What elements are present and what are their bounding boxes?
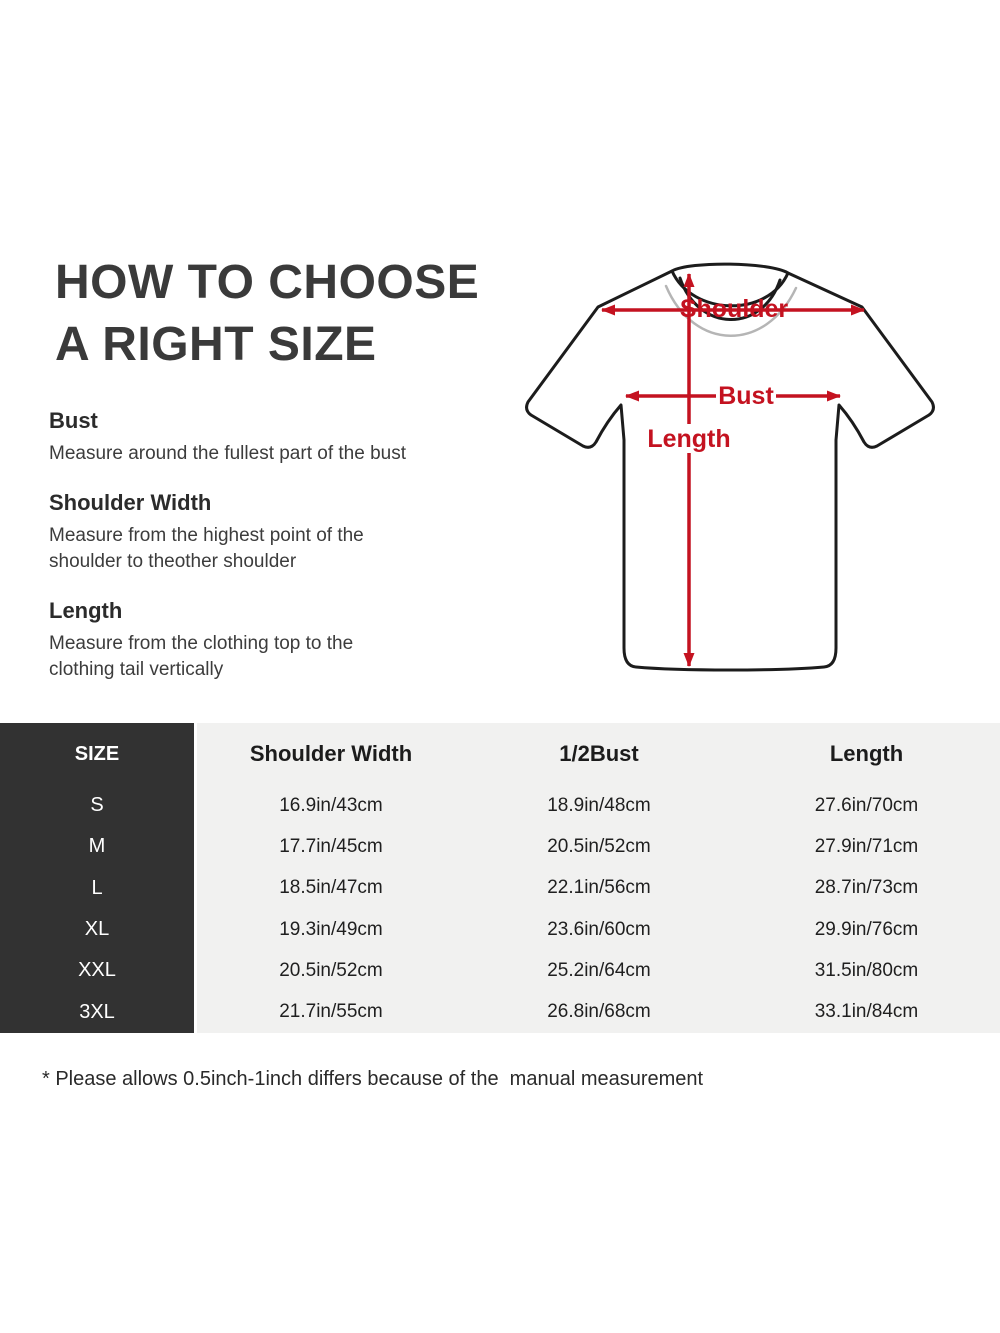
- table-header-half-bust: 1/2Bust: [465, 723, 733, 785]
- table-cell-l-length: 28.7in/73cm: [733, 867, 1000, 909]
- table-cell-s-length: 27.6in/70cm: [733, 785, 1000, 827]
- shoulder-description-line2: shoulder to theother shoulder: [49, 551, 297, 572]
- instructions-block: Bust Measure around the fullest part of …: [49, 408, 489, 706]
- table-cell-xxl-bust: 25.2in/64cm: [465, 950, 733, 992]
- table-header-length: Length: [733, 723, 1000, 785]
- bust-label: Bust: [718, 382, 774, 410]
- shoulder-heading: Shoulder Width: [49, 490, 212, 515]
- table-cell-l-shoulder: 18.5in/47cm: [197, 867, 465, 909]
- footnote: * Please allows 0.5inch-1inch differs be…: [42, 1068, 704, 1090]
- size-label-l: L: [0, 867, 197, 909]
- table-cell-m-bust: 20.5in/52cm: [465, 826, 733, 868]
- size-table: SIZE Shoulder Width 1/2Bust Length S 16.…: [0, 723, 1000, 1033]
- table-cell-3xl-shoulder: 21.7in/55cm: [197, 991, 465, 1033]
- length-heading: Length: [49, 598, 123, 623]
- table-cell-xl-shoulder: 19.3in/49cm: [197, 908, 465, 951]
- length-description-line2: clothing tail vertically: [49, 659, 224, 680]
- size-label-3xl: 3XL: [0, 991, 197, 1033]
- page-title-line2: A RIGHT SIZE: [55, 318, 377, 371]
- length-label: Length: [647, 425, 730, 453]
- length-description-line1: Measure from the clothing top to the: [49, 633, 354, 654]
- size-label-m: M: [0, 826, 197, 868]
- table-cell-s-bust: 18.9in/48cm: [465, 785, 733, 827]
- shoulder-label: Shoulder: [680, 295, 789, 323]
- size-label-xxl: XXL: [0, 950, 197, 992]
- tshirt-diagram: Shoulder Bust Length: [525, 262, 935, 672]
- table-cell-l-bust: 22.1in/56cm: [465, 867, 733, 909]
- instruction-section-bust: Bust Measure around the fullest part of …: [49, 408, 489, 467]
- table-cell-xxl-shoulder: 20.5in/52cm: [197, 950, 465, 992]
- table-cell-m-length: 27.9in/71cm: [733, 826, 1000, 868]
- table-cell-3xl-length: 33.1in/84cm: [733, 991, 1000, 1033]
- shoulder-description-line1: Measure from the highest point of the: [49, 525, 364, 546]
- table-cell-xl-length: 29.9in/76cm: [733, 908, 1000, 951]
- bust-description: Measure around the fullest part of the b…: [49, 443, 406, 464]
- table-cell-s-shoulder: 16.9in/43cm: [197, 785, 465, 827]
- bust-heading: Bust: [49, 408, 98, 433]
- table-cell-3xl-bust: 26.8in/68cm: [465, 991, 733, 1033]
- page-title-line1: HOW TO CHOOSE: [55, 256, 480, 309]
- table-header-size: SIZE: [0, 723, 197, 785]
- size-label-xl: XL: [0, 908, 197, 951]
- instruction-section-shoulder: Shoulder Width Measure from the highest …: [49, 490, 489, 575]
- page-title: HOW TO CHOOSE A RIGHT SIZE: [55, 252, 479, 376]
- table-cell-xxl-length: 31.5in/80cm: [733, 950, 1000, 992]
- table-cell-m-shoulder: 17.7in/45cm: [197, 826, 465, 868]
- tshirt-outline: [525, 262, 935, 672]
- size-label-s: S: [0, 785, 197, 827]
- instruction-section-length: Length Measure from the clothing top to …: [49, 598, 489, 683]
- table-header-shoulder-width: Shoulder Width: [197, 723, 465, 785]
- table-cell-xl-bust: 23.6in/60cm: [465, 908, 733, 951]
- length-label-background: [648, 424, 730, 453]
